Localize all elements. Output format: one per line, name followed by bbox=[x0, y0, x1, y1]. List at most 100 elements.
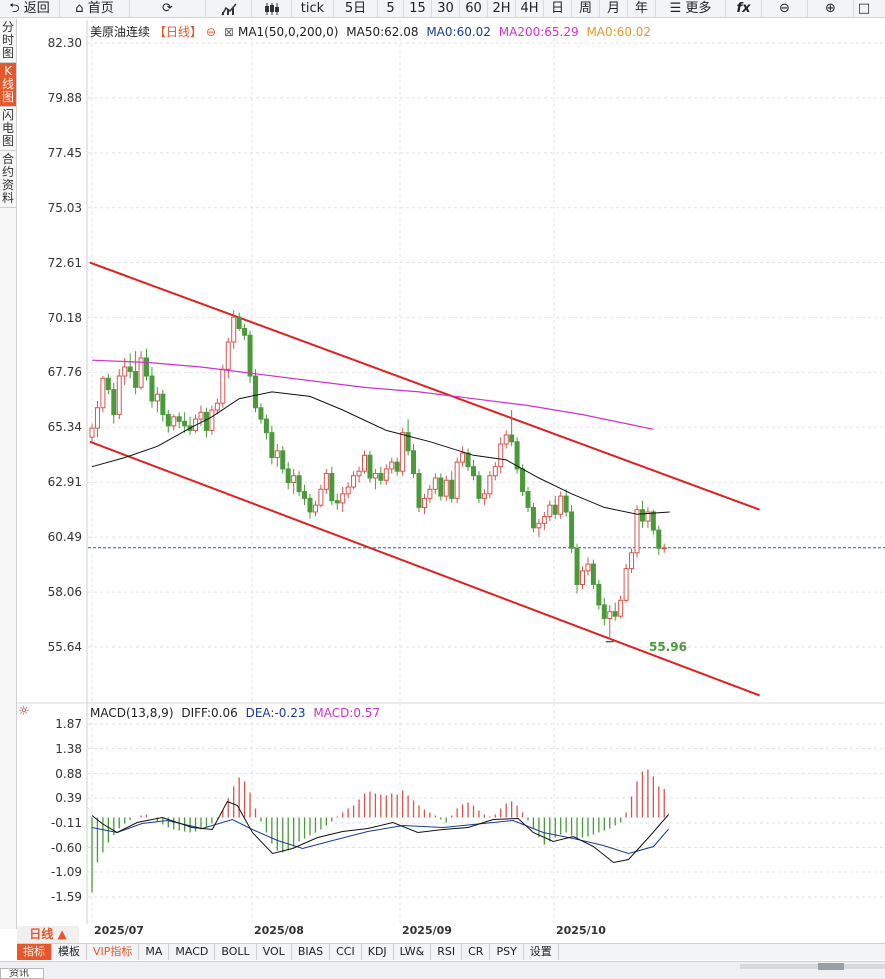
tick-button[interactable]: tick bbox=[292, 0, 334, 18]
settings-icon[interactable]: ⊖ bbox=[206, 25, 217, 39]
indicator-tab-5[interactable]: BOLL bbox=[215, 944, 257, 960]
indicator-tab-3[interactable]: MA bbox=[139, 944, 170, 960]
formula-button[interactable]: fx bbox=[726, 0, 762, 18]
indicator-tab-4[interactable]: MACD bbox=[169, 944, 216, 960]
indicator-tab-13[interactable]: PSY bbox=[490, 944, 524, 960]
candle-body bbox=[291, 475, 297, 484]
price-tick-label: 58.06 bbox=[47, 585, 82, 600]
date-tick-label: 2025/07 bbox=[94, 924, 144, 937]
period-tag: 【日线】 bbox=[154, 25, 203, 39]
indicator-tab-9[interactable]: KDJ bbox=[362, 944, 394, 960]
indicator-tab-11[interactable]: RSI bbox=[431, 944, 463, 960]
candle-body bbox=[432, 477, 438, 490]
candle-body bbox=[498, 443, 504, 468]
period-7[interactable]: 日 bbox=[544, 0, 572, 18]
period-3[interactable]: 30 bbox=[432, 0, 460, 18]
macd-tick-label: 1.38 bbox=[55, 741, 82, 756]
back-button[interactable]: ⮌ 返回 bbox=[0, 0, 60, 18]
candle-body bbox=[231, 316, 237, 343]
candle-body bbox=[547, 504, 553, 518]
fullscreen-button[interactable]: □ bbox=[854, 0, 874, 18]
indicator-tab-8[interactable]: CCI bbox=[330, 944, 362, 960]
chart-type-button[interactable] bbox=[206, 0, 252, 18]
zoom-in-icon: ⊕ bbox=[825, 1, 836, 16]
candle-body bbox=[514, 441, 520, 470]
news-tab[interactable]: 资讯 bbox=[0, 968, 44, 979]
indicator-tab-1[interactable]: 模板 bbox=[52, 944, 87, 960]
candlestick-button[interactable] bbox=[252, 0, 292, 18]
period-0[interactable]: 5日 bbox=[334, 0, 378, 18]
candle-body bbox=[471, 466, 476, 477]
candle-body bbox=[154, 393, 160, 402]
candle-body bbox=[618, 599, 624, 617]
date-tick-label: 2025/10 bbox=[556, 924, 606, 937]
candle-body bbox=[133, 371, 139, 388]
period-5[interactable]: 2H bbox=[488, 0, 516, 18]
price-tick-label: 65.34 bbox=[47, 420, 82, 435]
menu-icon: ☰ bbox=[669, 1, 682, 16]
zoom-out-icon: ⊖ bbox=[779, 1, 790, 16]
period-1[interactable]: 5 bbox=[378, 0, 404, 18]
candle-body bbox=[296, 475, 302, 493]
side-tab-3[interactable]: 合约资料 bbox=[0, 151, 16, 208]
candle-body bbox=[302, 491, 308, 499]
indicator-tab-12[interactable]: CR bbox=[462, 944, 491, 960]
period-9[interactable]: 月 bbox=[600, 0, 628, 18]
period-2[interactable]: 15 bbox=[404, 0, 432, 18]
horizontal-scrollbar[interactable] bbox=[740, 964, 885, 969]
period-6[interactable]: 4H bbox=[516, 0, 544, 18]
candle-body bbox=[105, 377, 111, 391]
ma200-line bbox=[91, 359, 654, 430]
candle-body bbox=[122, 366, 128, 377]
candle-body bbox=[405, 432, 411, 452]
kline-chart[interactable] bbox=[0, 0, 885, 924]
candle-body bbox=[465, 452, 471, 468]
indicator-tab-7[interactable]: BIAS bbox=[292, 944, 331, 960]
side-tab-2[interactable]: 闪电图 bbox=[0, 107, 16, 151]
candle-body bbox=[530, 506, 536, 529]
candle-body bbox=[552, 504, 558, 515]
top-toolbar: ⮌ 返回 ⌂ 首页 ⟳ tick 5日 5 15 30 60 2H 4H 日周月年 ☰ 更多 … bbox=[0, 0, 885, 18]
channel-upper-line bbox=[89, 261, 760, 511]
zoom-out-button[interactable]: ⊖ bbox=[762, 0, 808, 18]
home-button[interactable]: ⌂ 首页 bbox=[60, 0, 130, 18]
period-selector[interactable]: 日线 ▲ bbox=[17, 926, 79, 943]
macd-settings-icon[interactable]: ☼ bbox=[18, 704, 30, 719]
scrollbar-thumb[interactable] bbox=[818, 963, 844, 970]
refresh-button[interactable]: ⟳ bbox=[130, 0, 206, 18]
candle-body bbox=[263, 418, 269, 434]
candle-body bbox=[372, 472, 378, 479]
period-4[interactable]: 60 bbox=[460, 0, 488, 18]
price-tick-label: 82.30 bbox=[47, 36, 82, 50]
candle-body bbox=[569, 511, 575, 549]
indicator-tab-6[interactable]: VOL bbox=[257, 944, 292, 960]
side-tab-0[interactable]: 分时图 bbox=[0, 19, 16, 63]
indicator-icon[interactable]: ⊠ bbox=[223, 25, 234, 39]
indicator-tab-10[interactable]: LW& bbox=[394, 944, 432, 960]
candle-body bbox=[345, 486, 351, 495]
candle-body bbox=[351, 475, 357, 488]
indicator-tab-0[interactable]: 指标 bbox=[17, 944, 52, 960]
period-8[interactable]: 周 bbox=[572, 0, 600, 18]
candle-body bbox=[454, 461, 460, 499]
candle-body bbox=[525, 491, 531, 508]
period-buttons: 5日 5 15 30 60 2H 4H 日周月年 bbox=[334, 0, 656, 18]
period-10[interactable]: 年 bbox=[628, 0, 656, 18]
candle-body bbox=[127, 366, 133, 373]
indicator-tab-14[interactable]: 设置 bbox=[524, 944, 559, 960]
candle-body bbox=[476, 475, 482, 499]
zoom-in-button[interactable]: ⊕ bbox=[808, 0, 854, 18]
candle-body bbox=[629, 552, 635, 570]
candle-body bbox=[656, 529, 662, 549]
symbol-name: 美原油连续 bbox=[90, 25, 151, 39]
more-button[interactable]: ☰ 更多 bbox=[656, 0, 726, 18]
candle-body bbox=[487, 475, 493, 495]
status-bar bbox=[0, 961, 885, 979]
price-tick-label: 70.18 bbox=[47, 310, 82, 325]
candle-body bbox=[258, 407, 264, 420]
candle-body bbox=[558, 495, 564, 515]
candle-body bbox=[612, 611, 618, 617]
indicator-tab-2[interactable]: VIP指标 bbox=[87, 944, 140, 960]
candle-body bbox=[242, 327, 248, 336]
